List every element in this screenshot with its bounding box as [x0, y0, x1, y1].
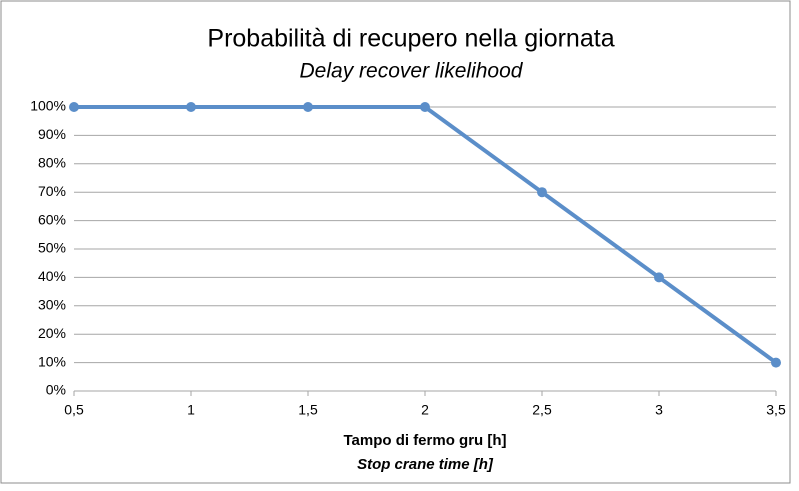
- x-tick-label: 0,5: [64, 402, 84, 418]
- y-tick-label: 100%: [30, 98, 66, 114]
- y-tick-label: 50%: [38, 240, 66, 256]
- y-tick-label: 30%: [38, 297, 66, 313]
- x-tick-label: 1,5: [298, 402, 318, 418]
- y-tick-label: 80%: [38, 155, 66, 171]
- x-tick-label: 2: [421, 402, 429, 418]
- y-tick-label: 10%: [38, 353, 66, 369]
- chart-title: Probabilità di recupero nella giornata: [207, 25, 614, 53]
- x-tick-label: 3,5: [766, 402, 786, 418]
- data-point: [654, 272, 664, 283]
- data-point: [186, 102, 196, 112]
- data-point: [420, 102, 430, 112]
- y-tick-label: 60%: [38, 211, 66, 227]
- y-tick-label: 90%: [38, 126, 66, 142]
- y-tick-label: 70%: [38, 183, 66, 199]
- x-axis-sublabel: Stop crane time [h]: [357, 456, 494, 473]
- x-axis-label: Tampo di fermo gru [h]: [343, 432, 506, 449]
- x-tick-label: 2,5: [532, 402, 552, 418]
- chart-frame: [0, 0, 791, 484]
- data-point: [303, 102, 313, 112]
- y-tick-label: 0%: [46, 382, 66, 398]
- y-tick-label: 40%: [38, 268, 66, 284]
- x-tick-label: 3: [655, 402, 663, 418]
- x-tick-label: 1: [187, 402, 195, 418]
- y-tick-label: 20%: [38, 325, 66, 341]
- data-point: [537, 187, 547, 198]
- data-point: [771, 357, 781, 368]
- data-point: [69, 102, 79, 112]
- chart-subtitle: Delay recover likelihood: [300, 60, 524, 83]
